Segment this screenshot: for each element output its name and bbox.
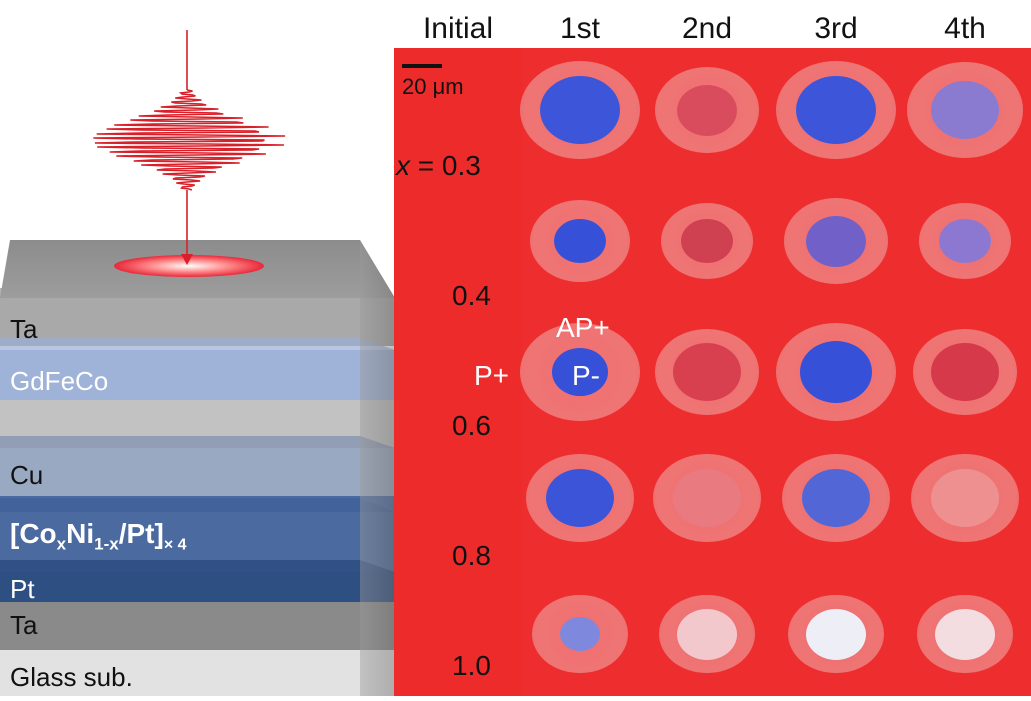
ta-bottom-band	[0, 602, 395, 650]
gdfeco-band	[0, 350, 395, 400]
label-pt: Pt	[10, 574, 35, 604]
pt-band	[0, 572, 395, 602]
label-substrate: Glass sub.	[10, 662, 133, 692]
switched-domain	[935, 608, 995, 660]
switched-domain	[806, 215, 866, 267]
label-cu: Cu	[10, 460, 44, 490]
row-label-x03: x = 0.3	[396, 150, 481, 181]
switched-domain	[673, 343, 741, 401]
switched-domain	[560, 617, 600, 651]
switched-domain	[546, 469, 614, 527]
label-gdfeco: GdFeCo	[10, 366, 109, 396]
column-header-1st: 1st	[559, 12, 601, 45]
annotation-p-plus: P+	[474, 360, 510, 391]
row-label-04: 0.4	[452, 280, 491, 311]
switched-domain	[931, 81, 999, 139]
switched-domain	[931, 469, 999, 527]
laser-pulse-icon	[93, 30, 286, 256]
switched-domain	[552, 348, 608, 396]
switched-domain	[800, 341, 872, 403]
switched-domain	[540, 76, 620, 144]
switched-domain	[796, 76, 876, 144]
row-label-06: 0.6	[452, 410, 491, 441]
switched-domain	[802, 469, 870, 527]
switched-domain	[681, 218, 733, 264]
switched-domain	[677, 608, 737, 660]
annotation-ap-plus: AP+	[556, 312, 610, 343]
column-header-2nd: 2nd	[681, 12, 733, 45]
label-ta-top: Ta	[10, 314, 38, 344]
label-ta-bottom: Ta	[10, 610, 38, 640]
column-header-initial: Initial	[422, 12, 494, 45]
column-header-4th: 4th	[944, 12, 986, 45]
scale-bar	[402, 64, 442, 68]
annotation-p-minus: P-	[572, 360, 600, 391]
scale-label: 20 μm	[402, 74, 464, 99]
initial-column-image	[394, 48, 522, 696]
sample-stack-illustration: Ta GdFeCo Cu [CoxNi1-x/Pt]× 4 Pt Ta Glas…	[0, 0, 395, 696]
arrow-head-icon	[181, 254, 193, 265]
layer-stack-diagram	[0, 30, 395, 696]
row-label-10: 1.0	[452, 650, 491, 681]
switched-domain	[939, 218, 991, 264]
switched-domain	[806, 608, 866, 660]
substrate-band	[0, 650, 395, 696]
switched-domain	[673, 469, 741, 527]
switched-domain	[554, 218, 606, 264]
switched-domain	[931, 343, 999, 401]
switched-domain	[677, 84, 737, 136]
column-header-3rd: 3rd	[814, 12, 858, 45]
laser-spot	[114, 255, 264, 277]
cu-band	[0, 448, 395, 496]
row-label-08: 0.8	[452, 540, 491, 571]
label-multilayer: [CoxNi1-x/Pt]× 4	[10, 518, 187, 554]
